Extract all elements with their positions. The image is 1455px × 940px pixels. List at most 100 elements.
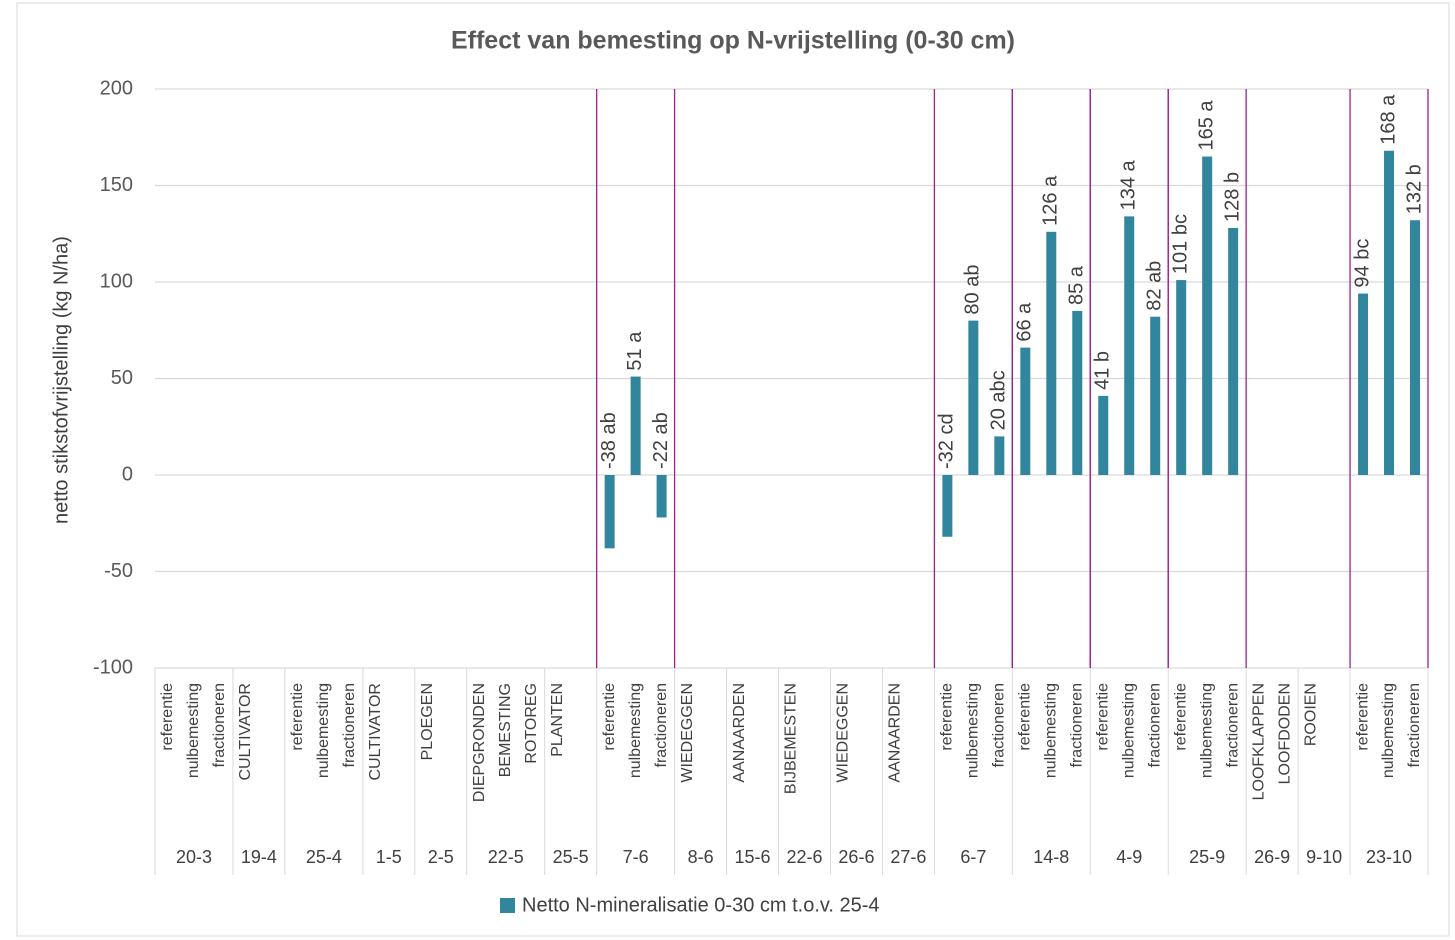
data-label: -32 cd bbox=[936, 413, 958, 469]
x-tick-label: fractioneren bbox=[1224, 683, 1241, 768]
bar bbox=[1358, 293, 1369, 475]
bar bbox=[1046, 231, 1057, 475]
x-tick-label: ROTOREG bbox=[523, 683, 540, 764]
x-tick-label: fractioneren bbox=[991, 683, 1008, 768]
group-label: 25-9 bbox=[1189, 847, 1225, 867]
x-tick-label: referentie bbox=[601, 683, 618, 751]
group-label: 7-6 bbox=[623, 847, 649, 867]
x-tick-label: PLANTEN bbox=[549, 683, 566, 757]
data-label: 132 b bbox=[1403, 164, 1425, 214]
y-tick-label: 50 bbox=[111, 367, 133, 389]
x-tick-label: nulbemesting bbox=[1380, 683, 1397, 778]
group-label: 2-5 bbox=[428, 847, 454, 867]
group-label: 15-6 bbox=[735, 847, 771, 867]
data-label: 85 a bbox=[1066, 265, 1088, 305]
group-label: 6-7 bbox=[960, 847, 986, 867]
x-tick-label: nulbemesting bbox=[1043, 683, 1060, 778]
x-tick-label: referentie bbox=[289, 683, 306, 751]
data-label: 101 bc bbox=[1169, 214, 1191, 274]
x-tick-label: nulbemesting bbox=[1198, 683, 1215, 778]
data-label: 20 abc bbox=[988, 370, 1010, 430]
x-tick-label: WIEDEGGEN bbox=[835, 683, 852, 783]
x-tick-label: referentie bbox=[1172, 683, 1189, 751]
x-tick-label: fractioneren bbox=[211, 683, 228, 768]
bar bbox=[1410, 220, 1421, 475]
x-tick-label: nulbemesting bbox=[1120, 683, 1137, 778]
x-tick-label: BIJBEMESTEN bbox=[783, 683, 800, 794]
x-tick-label: fractioneren bbox=[1068, 683, 1085, 768]
data-label: 128 b bbox=[1221, 172, 1243, 222]
group-label: 26-6 bbox=[838, 847, 874, 867]
data-label: 80 ab bbox=[962, 265, 984, 315]
bar bbox=[630, 376, 641, 475]
x-tick-label: BEMESTING bbox=[497, 683, 514, 777]
data-label: 134 a bbox=[1118, 159, 1140, 210]
group-label: 8-6 bbox=[688, 847, 714, 867]
y-axis-label: netto stikstofvrijstelling (kg N/ha) bbox=[50, 236, 72, 524]
group-label: 22-6 bbox=[786, 847, 822, 867]
x-tick-label: AANAARDEN bbox=[731, 683, 748, 783]
group-label: 14-8 bbox=[1033, 847, 1069, 867]
group-label: 22-5 bbox=[488, 847, 524, 867]
bar bbox=[1124, 216, 1135, 475]
x-tick-label: LOOFKLAPPEN bbox=[1250, 683, 1267, 800]
legend-swatch bbox=[500, 898, 515, 913]
group-label: 23-10 bbox=[1366, 847, 1412, 867]
data-label: 168 a bbox=[1377, 94, 1399, 145]
x-tick-label: fractioneren bbox=[1406, 683, 1423, 768]
data-label: 41 b bbox=[1092, 351, 1114, 390]
bar bbox=[1020, 347, 1031, 475]
x-tick-label: CULTIVATOR bbox=[367, 683, 384, 781]
group-label: 25-4 bbox=[306, 847, 342, 867]
data-label: 82 ab bbox=[1143, 261, 1165, 311]
x-tick-label: referentie bbox=[939, 683, 956, 751]
chart-title: Effect van bemesting op N-vrijstelling (… bbox=[451, 27, 1015, 55]
y-tick-label: -50 bbox=[104, 560, 133, 582]
group-label: 19-4 bbox=[241, 847, 277, 867]
bar bbox=[1150, 316, 1161, 475]
data-label: -38 ab bbox=[598, 412, 620, 469]
group-label: 25-5 bbox=[553, 847, 589, 867]
x-tick-label: nulbemesting bbox=[315, 683, 332, 778]
legend-label: Netto N-mineralisatie 0-30 cm t.o.v. 25-… bbox=[522, 894, 880, 916]
bar bbox=[604, 475, 615, 549]
x-tick-label: WIEDEGGEN bbox=[679, 683, 696, 783]
x-tick-label: PLOEGEN bbox=[419, 683, 436, 760]
group-label: 1-5 bbox=[376, 847, 402, 867]
data-label: 165 a bbox=[1195, 100, 1217, 151]
x-tick-label: nulbemesting bbox=[965, 683, 982, 778]
x-tick-label: nulbemesting bbox=[185, 683, 202, 778]
x-tick-label: fractioneren bbox=[341, 683, 358, 768]
group-label: 26-9 bbox=[1254, 847, 1290, 867]
bar bbox=[968, 320, 979, 475]
x-tick-label: LOOFDODEN bbox=[1276, 683, 1293, 784]
y-tick-label: 150 bbox=[100, 174, 133, 196]
bar bbox=[1384, 150, 1395, 475]
x-tick-label: referentie bbox=[159, 683, 176, 751]
y-tick-label: -100 bbox=[93, 656, 133, 678]
group-label: 20-3 bbox=[176, 847, 212, 867]
x-tick-label: CULTIVATOR bbox=[237, 683, 254, 781]
x-tick-label: nulbemesting bbox=[627, 683, 644, 778]
data-label: -22 ab bbox=[650, 412, 672, 469]
x-tick-label: ROOIEN bbox=[1302, 683, 1319, 746]
y-tick-label: 0 bbox=[122, 463, 133, 485]
x-tick-label: referentie bbox=[1094, 683, 1111, 751]
x-tick-label: DIEPGRONDEN bbox=[471, 683, 488, 802]
bar bbox=[1072, 310, 1083, 475]
bar bbox=[1228, 227, 1239, 475]
group-label: 9-10 bbox=[1306, 847, 1342, 867]
y-tick-label: 200 bbox=[100, 77, 133, 99]
x-tick-label: AANAARDEN bbox=[887, 683, 904, 783]
bar bbox=[1176, 280, 1187, 475]
bar bbox=[994, 436, 1005, 475]
data-label: 66 a bbox=[1014, 302, 1036, 342]
frame bbox=[16, 2, 1450, 937]
data-label: 126 a bbox=[1040, 175, 1062, 226]
bar bbox=[656, 475, 667, 518]
group-label: 4-9 bbox=[1116, 847, 1142, 867]
x-tick-label: fractioneren bbox=[653, 683, 670, 768]
bar bbox=[1202, 156, 1213, 476]
data-label: 51 a bbox=[624, 331, 646, 371]
x-tick-label: referentie bbox=[1354, 683, 1371, 751]
